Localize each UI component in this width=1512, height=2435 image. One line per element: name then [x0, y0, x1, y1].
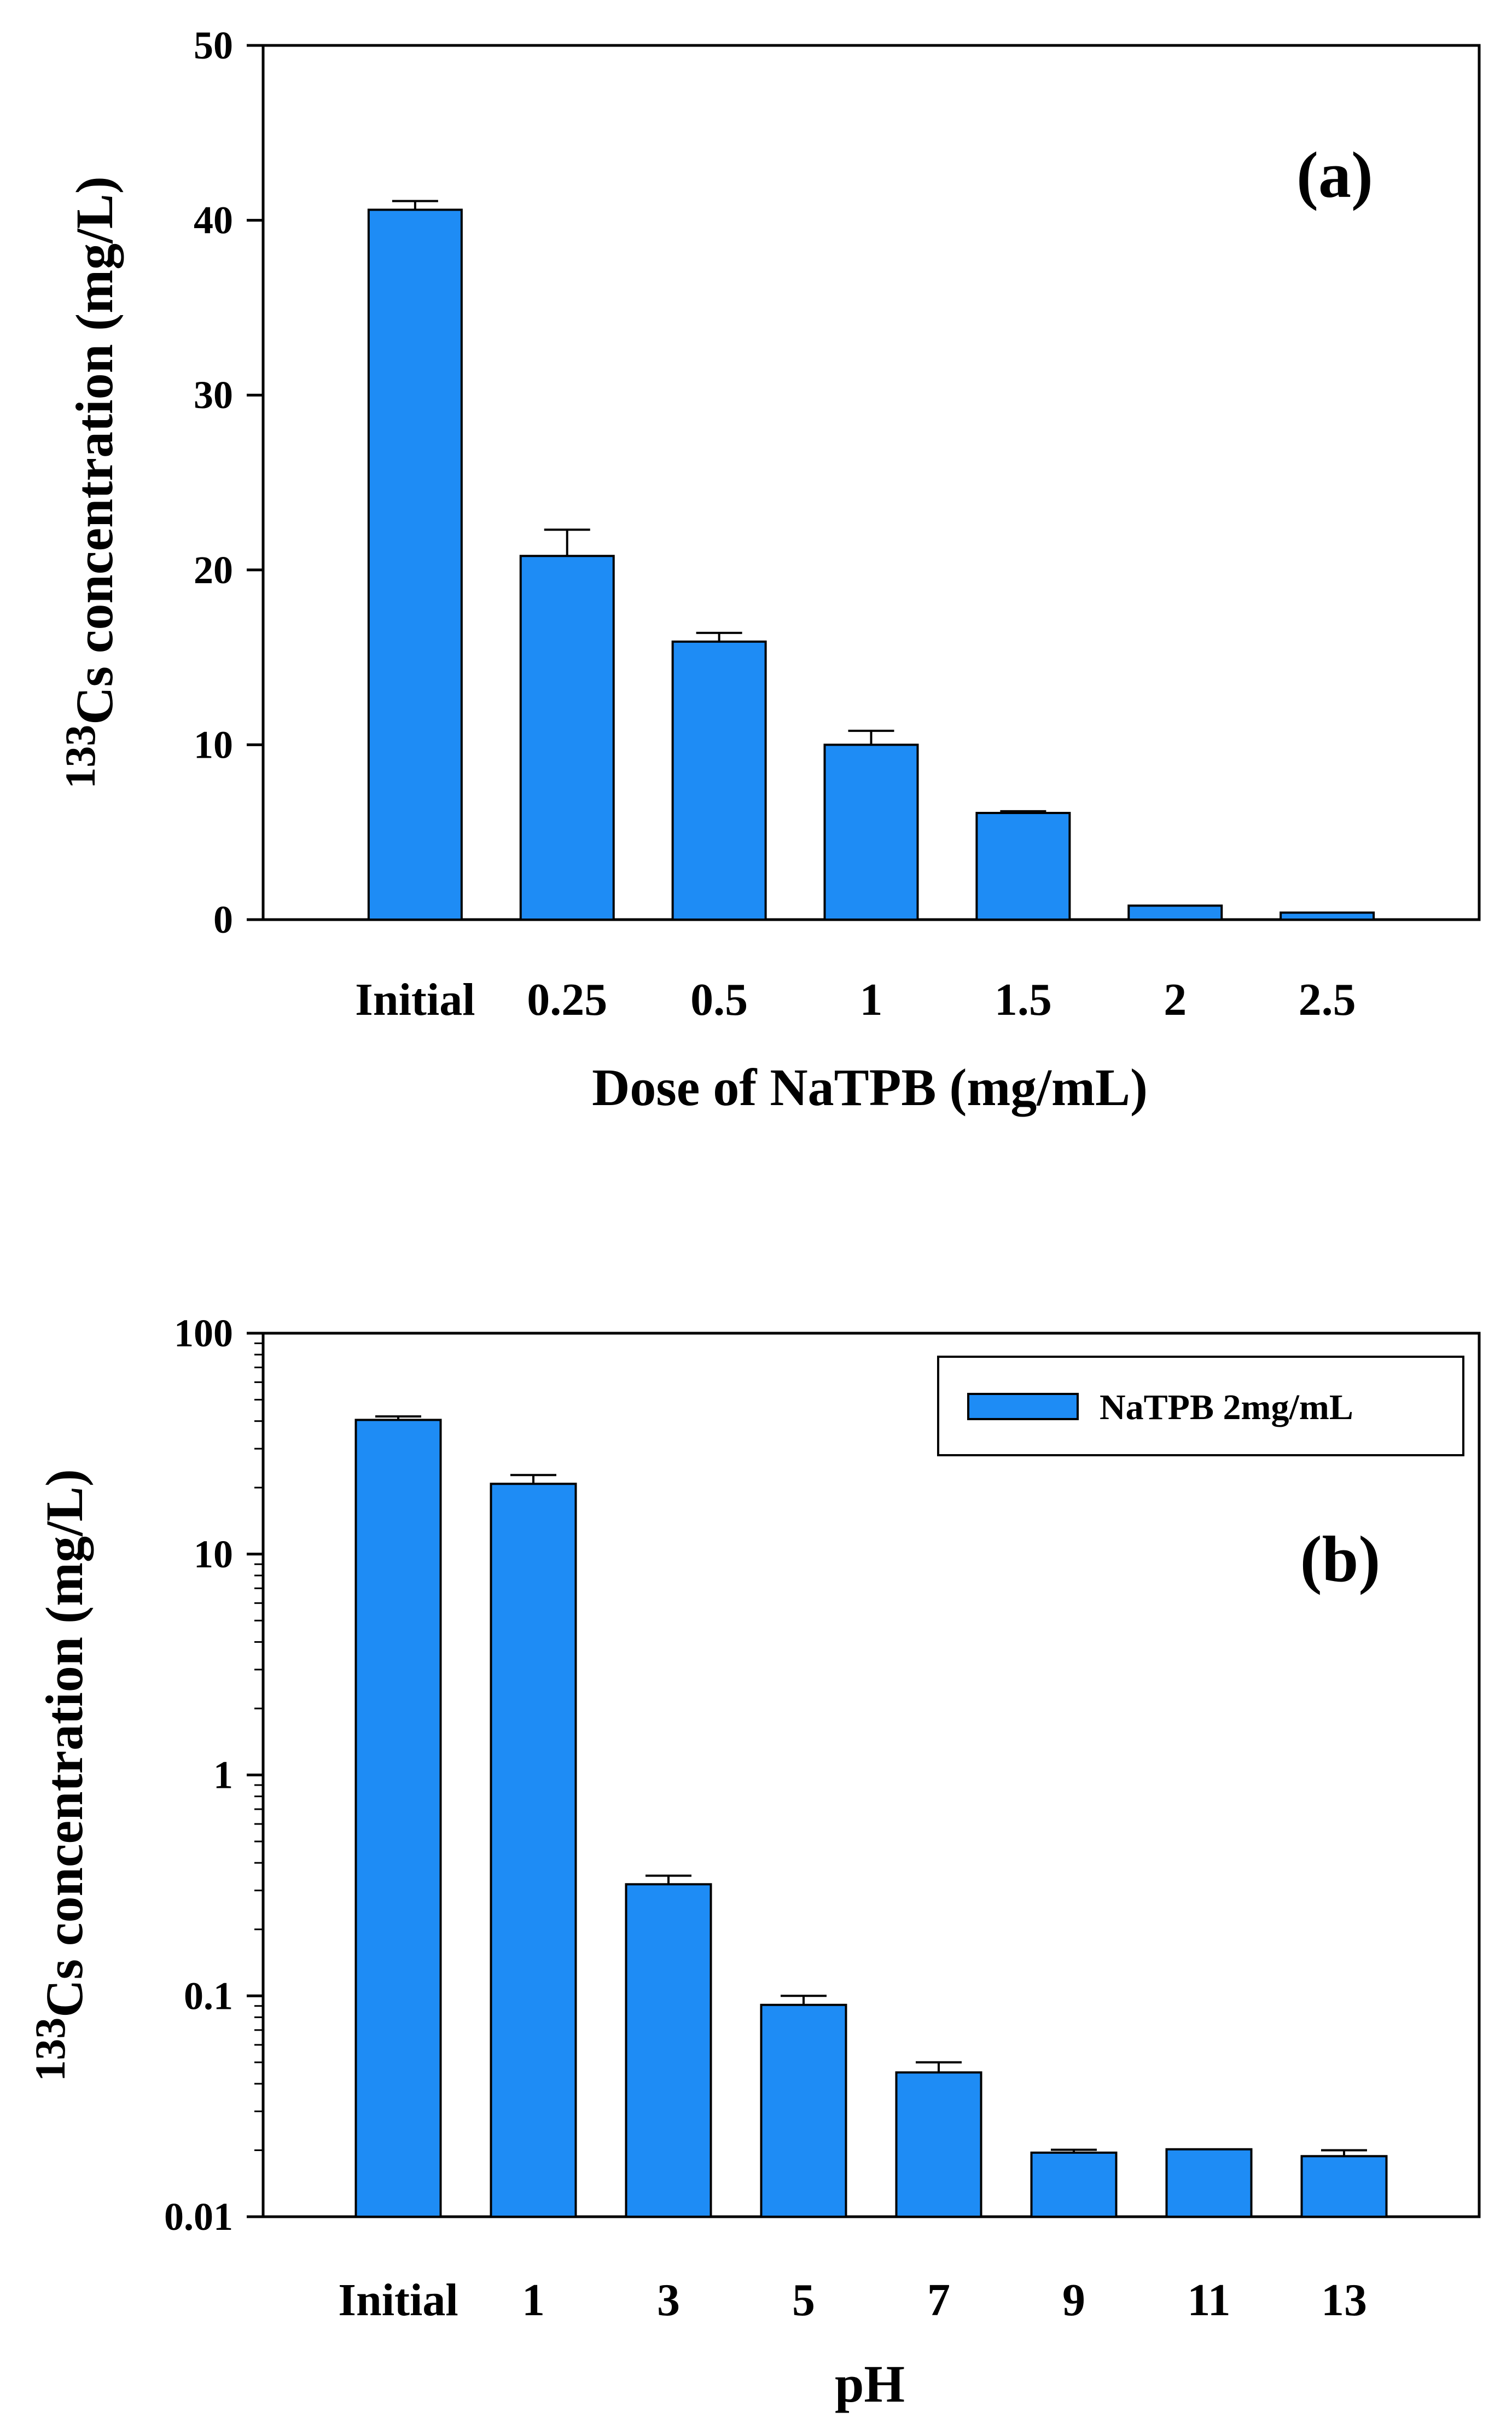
- x-tick-label: 0.5: [690, 974, 748, 1025]
- x-tick-label: 7: [927, 2275, 950, 2326]
- bars-a: [367, 208, 1375, 921]
- x-tick-label: 1.5: [995, 974, 1052, 1025]
- bar: [975, 812, 1071, 921]
- x-tick-label: 0.25: [527, 974, 607, 1025]
- chart-panel-a: 0 10 20 30 40 50 Initial 0.25 0.5 1 1.5 2 2.5 (a) D…: [56, 24, 1481, 1117]
- y-tick-label: 10: [194, 1532, 233, 1576]
- x-axis-title-b: pH: [835, 2355, 905, 2413]
- y-axis-title-main-a: Cs concentration (mg/L): [65, 176, 124, 725]
- bar: [760, 2003, 847, 2218]
- plot-area-b: [261, 1332, 1481, 2218]
- panel-label-a: (a): [1296, 138, 1373, 211]
- legend-swatch: [967, 1393, 1079, 1420]
- y-axis-title-a: 133Cs concentration (mg/L): [56, 176, 124, 789]
- y-tick-label: 50: [194, 24, 233, 67]
- y-tick-label: 0: [213, 898, 233, 942]
- bar: [1300, 2155, 1388, 2218]
- bar: [490, 1483, 577, 2218]
- y-axis-title-main-b: Cs concentration (mg/L): [35, 1469, 94, 2018]
- bar: [671, 640, 767, 921]
- y-tick-label: 0.1: [184, 1974, 233, 2018]
- y-tick-label: 40: [194, 199, 233, 242]
- x-tick-label: 11: [1187, 2275, 1230, 2326]
- y-tick-label: 10: [194, 723, 233, 766]
- x-tick-labels-a: Initial 0.25 0.5 1 1.5 2 2.5: [355, 974, 1356, 1025]
- bar: [895, 2071, 982, 2218]
- y-tick-label: 30: [194, 373, 233, 417]
- x-tick-label: 2.5: [1299, 974, 1356, 1025]
- x-tick-label: 1: [860, 974, 883, 1025]
- error-bars-a: [392, 200, 1046, 813]
- x-tick-label: Initial: [355, 974, 475, 1025]
- bar: [823, 743, 919, 921]
- y-tick-label: 100: [174, 1311, 233, 1355]
- legend: NaTPB 2mg/mL: [937, 1356, 1464, 1456]
- bar: [1165, 2148, 1253, 2218]
- bar: [1127, 904, 1223, 921]
- y-axis-title-sup-b: 133: [26, 2018, 74, 2082]
- y-axis-title-b: 133Cs concentration (mg/L): [26, 1469, 94, 2082]
- y-tick-label: 1: [213, 1753, 233, 1797]
- bar: [367, 208, 463, 921]
- x-tick-label: 3: [657, 2275, 680, 2326]
- y-tick-label: 20: [194, 548, 233, 592]
- y-ticks-b: 0.01 0.1 1 10 100: [164, 1311, 263, 2239]
- x-axis-title-a: Dose of NaTPB (mg/mL): [592, 1058, 1148, 1117]
- bars-b: [354, 1419, 1388, 2218]
- error-bars-b: [375, 1415, 1367, 2157]
- y-axis-title-sup-a: 133: [56, 725, 104, 789]
- x-tick-label: 5: [792, 2275, 815, 2326]
- bar: [354, 1419, 442, 2218]
- x-tick-label: 1: [522, 2275, 545, 2326]
- x-tick-label: Initial: [338, 2275, 458, 2326]
- bar: [1280, 911, 1375, 921]
- x-tick-labels-b: Initial 1 3 5 7 9 11 13: [338, 2275, 1367, 2326]
- x-tick-label: 13: [1321, 2275, 1367, 2326]
- x-tick-label: 2: [1164, 974, 1187, 1025]
- panel-label-b: (b): [1300, 1522, 1381, 1595]
- y-ticks-a: 0 10 20 30 40 50: [194, 24, 263, 942]
- bar: [625, 1883, 712, 2218]
- y-tick-label: 0.01: [164, 2195, 233, 2239]
- bar: [519, 555, 615, 921]
- x-tick-label: 9: [1062, 2275, 1085, 2326]
- legend-label: NaTPB 2mg/mL: [1100, 1387, 1353, 1427]
- bar: [1030, 2151, 1118, 2218]
